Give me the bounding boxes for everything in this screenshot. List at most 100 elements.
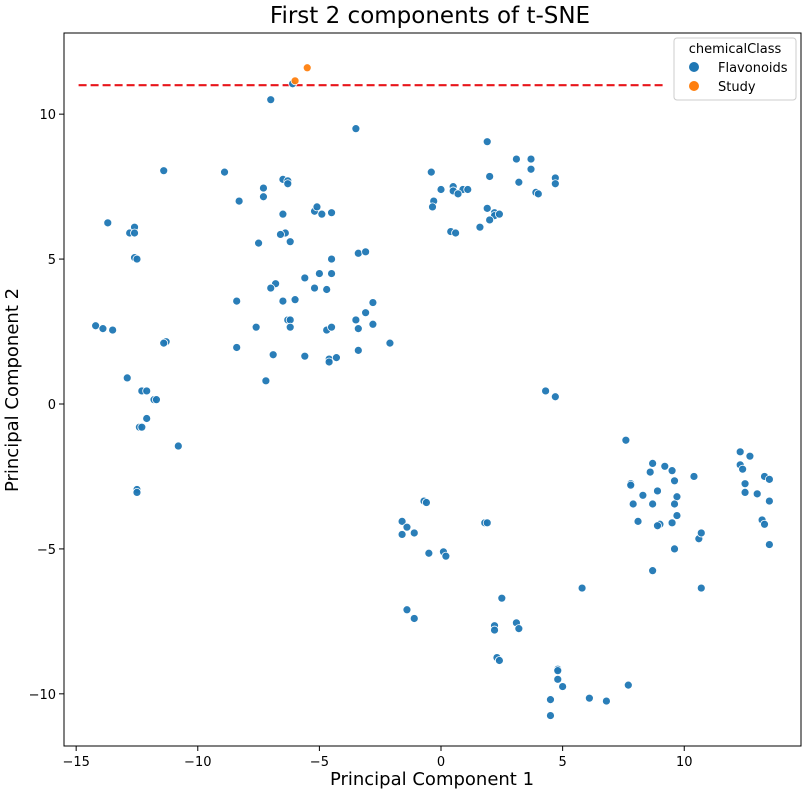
y-tick-label: 10 — [39, 108, 56, 123]
x-tick-label: 10 — [676, 755, 693, 770]
point-flavonoids — [159, 338, 169, 348]
point-flavonoids — [159, 166, 169, 176]
point-flavonoids — [268, 350, 278, 360]
point-flavonoids — [653, 486, 662, 496]
legend: chemicalClass Flavonoids Study — [673, 37, 797, 101]
legend-label-study: Study — [718, 80, 756, 95]
point-flavonoids — [621, 435, 631, 445]
y-axis: −10 −5 0 5 10 — [29, 108, 64, 703]
point-flavonoids — [353, 248, 363, 258]
point-flavonoids — [638, 490, 648, 500]
chart-title: First 2 components of t-SNE — [270, 3, 590, 29]
point-flavonoids — [764, 540, 774, 549]
point-flavonoids — [232, 343, 242, 352]
point-flavonoids — [451, 228, 461, 238]
point-flavonoids — [285, 237, 295, 247]
point-flavonoids — [261, 376, 271, 386]
y-tick-label: −10 — [29, 688, 56, 703]
point-flavonoids — [385, 338, 395, 348]
point-flavonoids — [251, 322, 261, 332]
point-flavonoids — [283, 179, 293, 189]
point-study — [302, 63, 312, 73]
legend-swatch-study — [689, 81, 699, 91]
point-flavonoids — [91, 321, 101, 331]
point-flavonoids — [397, 516, 407, 526]
point-flavonoids — [310, 283, 319, 293]
point-flavonoids — [327, 322, 336, 332]
point-flavonoids — [633, 516, 643, 526]
point-flavonoids — [526, 164, 536, 174]
point-flavonoids — [745, 451, 755, 461]
point-flavonoids — [300, 351, 310, 361]
point-flavonoids — [645, 467, 655, 477]
point-flavonoids — [254, 238, 263, 248]
point-flavonoids — [577, 583, 587, 593]
point-flavonoids — [553, 666, 563, 676]
point-flavonoids — [550, 392, 560, 402]
point-flavonoids — [546, 695, 555, 705]
y-tick-label: −5 — [37, 543, 56, 558]
point-flavonoids — [276, 230, 285, 239]
point-flavonoids — [402, 605, 412, 615]
point-flavonoids — [623, 680, 633, 690]
point-flavonoids — [497, 593, 507, 603]
point-flavonoids — [402, 522, 412, 532]
point-flavonoids — [266, 283, 276, 293]
point-flavonoids — [259, 192, 268, 202]
legend-swatch-flavonoids — [689, 62, 699, 72]
point-flavonoids — [428, 202, 437, 212]
point-flavonoids — [351, 315, 361, 325]
point-flavonoids — [670, 499, 679, 509]
point-flavonoids — [285, 315, 295, 325]
point-flavonoids — [397, 530, 407, 539]
point-flavonoids — [514, 177, 524, 187]
point-flavonoids — [485, 172, 495, 181]
point-flavonoids — [541, 386, 551, 396]
point-flavonoids — [232, 296, 242, 306]
point-flavonoids — [546, 711, 555, 720]
point-flavonoids — [132, 487, 142, 497]
point-flavonoids — [667, 518, 677, 528]
point-flavonoids — [103, 218, 113, 228]
point-flavonoids — [553, 674, 563, 684]
point-flavonoids — [672, 492, 682, 502]
point-flavonoids — [764, 496, 774, 506]
x-tick-label: −10 — [184, 755, 211, 770]
point-flavonoids — [752, 489, 762, 499]
point-flavonoids — [122, 373, 132, 383]
x-tick-label: 0 — [437, 755, 445, 770]
point-flavonoids — [173, 441, 183, 451]
point-flavonoids — [648, 566, 658, 576]
point-flavonoids — [317, 209, 327, 219]
point-flavonoids — [322, 285, 332, 294]
point-flavonoids — [368, 298, 378, 307]
point-flavonoids — [234, 196, 244, 206]
point-flavonoids — [424, 548, 434, 558]
point-flavonoids — [584, 693, 594, 703]
point-flavonoids — [441, 551, 451, 561]
point-flavonoids — [660, 461, 670, 471]
x-tick-label: −5 — [310, 755, 329, 770]
point-flavonoids — [475, 222, 485, 232]
point-flavonoids — [266, 95, 276, 105]
point-flavonoids — [482, 203, 492, 213]
point-flavonoids — [626, 480, 636, 490]
point-flavonoids — [98, 324, 108, 334]
point-flavonoids — [735, 447, 745, 457]
point-flavonoids — [482, 137, 492, 147]
y-axis-label: Principal Component 2 — [2, 288, 23, 492]
point-flavonoids — [351, 124, 361, 134]
legend-label-flavonoids: Flavonoids — [718, 61, 788, 76]
point-flavonoids — [361, 308, 371, 318]
point-flavonoids — [764, 474, 774, 484]
legend-box — [673, 37, 797, 101]
point-flavonoids — [259, 183, 268, 193]
point-flavonoids — [696, 528, 706, 538]
point-flavonoids — [327, 208, 336, 218]
point-flavonoids — [740, 479, 750, 489]
point-flavonoids — [426, 167, 436, 177]
plot-area — [64, 33, 801, 746]
point-flavonoids — [490, 625, 499, 635]
point-flavonoids — [314, 269, 324, 278]
point-flavonoids — [653, 521, 662, 531]
